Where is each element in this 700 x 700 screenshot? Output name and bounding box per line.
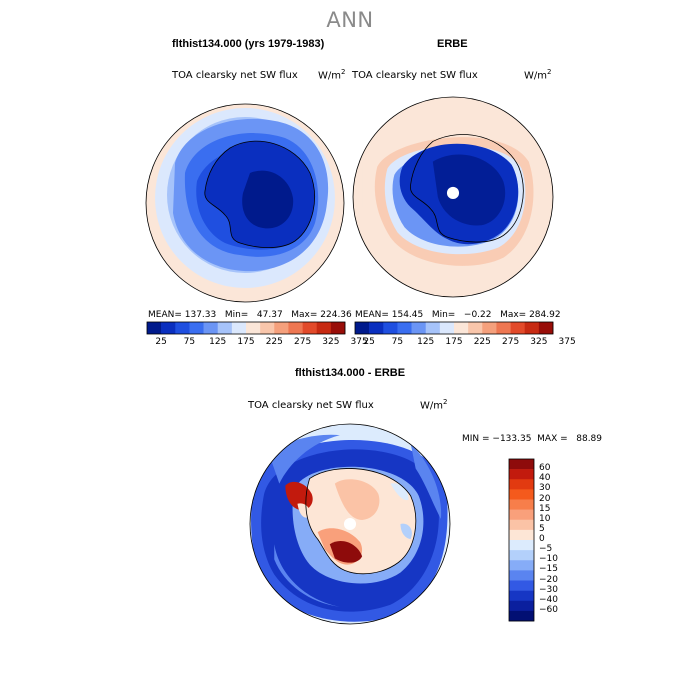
diff-colorbar [508,458,535,622]
diff-panel-title: flthist134.000 - ERBE [295,367,406,379]
colorbar-swatch [397,322,412,334]
colorbar-swatch [161,322,176,334]
colorbar-swatch [524,322,540,334]
colorbar-swatch [217,322,233,334]
diff-panel-variable: TOA clearsky net SW flux [248,400,374,411]
panel-1-units: W/m2 [318,68,346,82]
colorbar-tick-label: 25 [155,337,167,347]
panel-1-polar-map [145,103,345,303]
colorbar-tick-label: 225 [265,337,283,347]
diff-colorbar-level-label: 20 [539,493,551,504]
colorbar-swatch [302,322,318,334]
colorbar-tick-label: 175 [445,337,463,347]
diff-colorbar-level-label: −20 [539,574,558,585]
colorbar-tick-label: 175 [237,337,255,347]
diff-colorbar-level-label: 30 [539,483,551,494]
diff-colorbar-swatch [509,600,534,612]
colorbar-swatch [425,322,441,334]
colorbar-swatch [175,322,190,334]
colorbar-tick-label: 125 [417,337,435,347]
colorbar-swatch [355,322,370,334]
colorbar-swatch [260,322,275,334]
diff-colorbar-level-label: 10 [539,513,551,524]
diff-colorbar-level-label: 60 [539,463,551,474]
diff-colorbar-swatch [509,560,534,571]
panel-2-stats: MEAN= 154.45 Min= −0.22 Max= 284.92 [355,310,561,320]
colorbar-swatch [411,322,427,334]
colorbar-tick-label: 225 [473,337,491,347]
figure-title: ANN [326,8,374,32]
colorbar-tick-label: 75 [183,337,196,347]
diff-colorbar-swatch [509,479,534,490]
panel-1-colorbar [146,321,346,335]
colorbar-swatch [496,322,511,334]
panel-2-polar-map [352,96,554,298]
colorbar-swatch [369,322,384,334]
colorbar-tick-label: 375 [558,337,576,347]
colorbar-swatch [189,322,204,334]
diff-colorbar-level-label: 40 [539,473,551,484]
diff-colorbar-swatch [509,590,534,602]
diff-colorbar-level-label: −15 [539,564,558,575]
diff-colorbar-level-label: −10 [539,554,558,565]
colorbar-swatch [330,322,346,334]
diff-colorbar-swatch [509,459,534,470]
diff-colorbar-level-label: −60 [539,604,558,615]
diff-polar-map [249,423,451,625]
colorbar-swatch [468,322,483,334]
diff-colorbar-swatch [509,610,534,622]
colorbar-swatch [538,322,554,334]
panel-2-units: W/m2 [524,68,552,82]
panel-1-stats: MEAN= 137.33 Min= 47.37 Max= 224.36 [148,310,352,320]
diff-colorbar-labels: 60 40 30 20 15 10 5 0 −5 −10 −15 −20 −30 −40 −60 [539,459,579,621]
colorbar-swatch [288,322,303,334]
diff-colorbar-level-label: 0 [539,534,545,544]
panel-1-variable: TOA clearsky net SW flux [172,70,298,81]
colorbar-tick-label: 275 [294,337,312,347]
colorbar-swatch [147,322,162,334]
diff-colorbar-swatch [509,529,534,541]
diff-colorbar-level-label: 5 [539,523,545,534]
colorbar-swatch [316,322,332,334]
diff-colorbar-level-label: −5 [539,544,553,555]
diff-colorbar-swatch [509,540,534,551]
colorbar-swatch [439,322,455,334]
diff-colorbar-level-label: 15 [539,503,551,514]
diff-colorbar-swatch [509,519,534,531]
colorbar-tick-label: 275 [502,337,520,347]
colorbar-swatch [454,322,469,334]
colorbar-swatch [510,322,526,334]
panel-2-colorbar-ticks: 25 75 125 175 225 275 325 375 [355,337,575,349]
colorbar-tick-label: 325 [322,337,340,347]
diff-colorbar-swatch [509,469,534,480]
colorbar-swatch [482,322,497,334]
diff-colorbar-swatch [509,499,534,510]
panel-1-colorbar-ticks: 25 75 125 175 225 275 325 375 [147,337,367,349]
diff-colorbar-swatch [509,489,534,500]
colorbar-swatch [383,322,398,334]
diff-colorbar-level-label: −30 [539,584,558,595]
panel-2-title: ERBE [437,38,468,50]
panel-1-title: flthist134.000 (yrs 1979-1983) [172,38,325,50]
diff-colorbar-swatch [509,550,534,561]
diff-colorbar-level-label: −40 [539,594,558,605]
colorbar-tick-label: 125 [209,337,227,347]
colorbar-tick-label: 25 [363,337,375,347]
colorbar-swatch [231,322,247,334]
panel-2-variable: TOA clearsky net SW flux [352,70,478,81]
colorbar-tick-label: 375 [350,337,368,347]
colorbar-swatch [274,322,289,334]
colorbar-swatch [203,322,219,334]
panel-2-colorbar [354,321,554,335]
diff-panel-units: W/m2 [420,398,448,412]
diff-colorbar-swatch [509,509,534,521]
colorbar-tick-label: 325 [530,337,548,347]
colorbar-swatch [246,322,261,334]
diff-colorbar-swatch [509,580,534,591]
diff-colorbar-swatch [509,570,534,581]
diff-panel-stats: MIN = −133.35 MAX = 88.89 [462,434,603,444]
colorbar-tick-label: 75 [391,337,404,347]
